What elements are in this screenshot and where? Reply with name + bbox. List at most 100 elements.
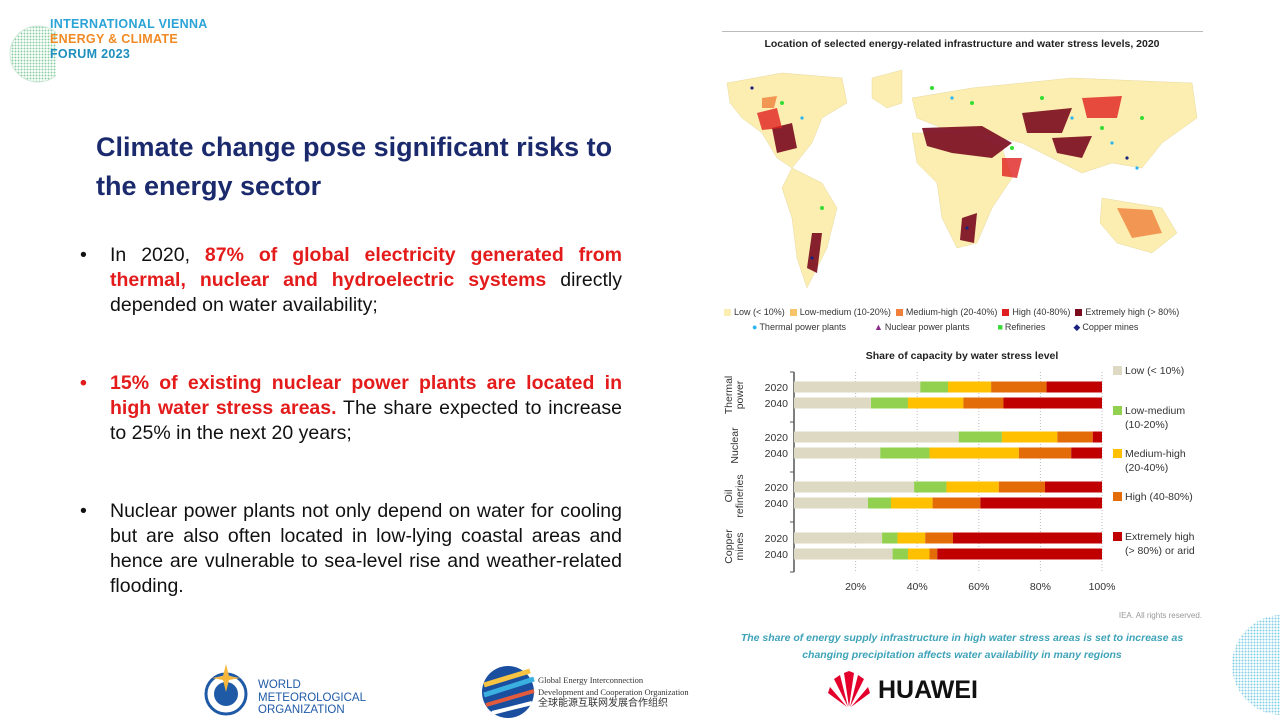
legend-label: Medium-high (20-40%) xyxy=(905,307,998,317)
bar-segment xyxy=(1003,397,1102,409)
wmo-name: WORLD METEOROLOGICAL ORGANIZATION xyxy=(258,679,366,717)
bar-segment xyxy=(914,481,947,493)
legend-label: Low (< 10%) xyxy=(734,307,785,317)
legend-label: Refineries xyxy=(1004,322,1046,332)
bar-segment xyxy=(891,497,933,509)
legend-label: Low-medium (10-20%) xyxy=(1125,405,1186,431)
bar-segment xyxy=(963,397,1004,409)
marker-symbol-icon: ● xyxy=(752,322,758,332)
map-title: Location of selected energy-related infr… xyxy=(764,38,1160,50)
stress-legend-item: Low-medium (10-20%) xyxy=(789,307,891,317)
chart-legend-item: Low (< 10%) xyxy=(1113,364,1184,378)
marker-legend-item: ▲ Nuclear power plants xyxy=(874,322,969,332)
divider xyxy=(722,31,1203,32)
chart-legend-item: Medium-high (20-40%) xyxy=(1113,447,1186,475)
bullet-highlight: 15% of existing nuclear power plants are… xyxy=(110,372,622,419)
legend-label: High (40-80%) xyxy=(1125,491,1193,503)
x-tick-label: 60% xyxy=(968,581,989,593)
bar-segment xyxy=(1001,431,1058,443)
bullet-text: directly depended on water availability; xyxy=(110,269,622,316)
year-label: 2040 xyxy=(765,549,789,561)
legend-label: Low-medium (10-20%) xyxy=(799,307,891,317)
stress-legend-item: Extremely high (> 80%) xyxy=(1075,307,1179,317)
legend-label: Copper mines xyxy=(1082,322,1139,332)
bar-segment xyxy=(946,481,999,493)
water-stress-world-map xyxy=(726,69,1198,289)
legend-label: Thermal power plants xyxy=(759,322,846,332)
bar-segment xyxy=(1046,381,1102,393)
bar-segment xyxy=(882,532,898,544)
dotted-globe-decoration-icon xyxy=(1232,615,1280,715)
year-label: 2040 xyxy=(765,398,789,410)
bar-segment xyxy=(794,548,893,560)
x-tick-label: 40% xyxy=(907,581,928,593)
group-label: Coppermines xyxy=(723,529,746,564)
stacked-bar-chart: 20% 40% 60% 80% 100% 2020 2040 2020 2040 2020 2040… xyxy=(723,371,1116,593)
geidco-logo-icon xyxy=(482,666,535,718)
stress-legend: Low (< 10%) Low-medium (10-20%) Medium-hig… xyxy=(724,307,1184,317)
group-label: Thermalpower xyxy=(723,376,746,415)
legend-swatch xyxy=(1113,449,1122,458)
bar-segment xyxy=(925,532,953,544)
bar-segment xyxy=(929,548,938,560)
marker-legend-item: ● Thermal power plants xyxy=(752,322,846,332)
legend-label: Extremely high (> 80%) or arid xyxy=(1125,531,1195,557)
bar-segment xyxy=(1057,431,1093,443)
bar-segment xyxy=(794,497,868,509)
logo-line-2: ENERGY & CLIMATE xyxy=(50,32,178,46)
bar-segment xyxy=(1092,431,1102,443)
huawei-flower-icon xyxy=(828,671,870,707)
bar-segment xyxy=(1071,447,1102,459)
figure-caption: The share of energy supply infrastructur… xyxy=(722,630,1202,664)
group-label: Oilrefineries xyxy=(723,474,746,517)
logo-line-3: FORUM 2023 xyxy=(50,47,131,61)
legend-label: High (40-80%) xyxy=(1012,307,1071,317)
slide-title: Climate change pose significant risks to… xyxy=(96,132,613,201)
year-label: 2040 xyxy=(765,448,789,460)
bar-segment xyxy=(794,447,881,459)
year-label: 2040 xyxy=(765,498,789,510)
year-label: 2020 xyxy=(765,382,789,394)
legend-swatch xyxy=(1075,309,1083,316)
forum-logo-text: INTERNATIONAL VIENNA ENERGY & CLIMATE FO… xyxy=(50,17,208,62)
stress-legend-item: Medium-high (20-40%) xyxy=(895,307,998,317)
stress-legend-item: Low (< 10%) xyxy=(724,307,785,317)
bar-segment xyxy=(920,381,948,393)
legend-swatch xyxy=(1113,532,1122,541)
legend-swatch xyxy=(789,309,797,316)
marker-legend: ● Thermal power plants ▲ Nuclear power plan… xyxy=(752,322,1166,333)
legend-label: Medium-high (20-40%) xyxy=(1125,448,1186,474)
bar-segment xyxy=(929,447,1019,459)
stress-legend-item: High (40-80%) xyxy=(1002,307,1070,317)
legend-swatch xyxy=(1002,309,1010,316)
bullet-1: • In 2020, 87% of global electricity gene… xyxy=(80,244,622,316)
wmo-line: ORGANIZATION xyxy=(258,704,345,716)
bar-segment xyxy=(932,497,981,509)
geidco-line: Global Energy Interconnection xyxy=(538,675,644,685)
bar-segment xyxy=(897,532,926,544)
forum-globe-logo-icon xyxy=(9,25,56,83)
year-label: 2020 xyxy=(765,533,789,545)
bullet-3: • Nuclear power plants not only depend on… xyxy=(80,500,622,597)
wmo-line: METEOROLOGICAL xyxy=(258,691,366,704)
x-tick-label: 100% xyxy=(1089,581,1116,593)
caption-line-1: The share of energy supply infrastructur… xyxy=(740,632,1184,644)
marker-legend-item: ■ Refineries xyxy=(997,322,1045,332)
geidco-line: Development and Cooperation Organization xyxy=(538,687,689,697)
bar-segment xyxy=(948,381,992,393)
bar-segment xyxy=(1045,481,1102,493)
bar-segment xyxy=(794,381,921,393)
bullet-text: In 2020, xyxy=(110,244,205,266)
marker-symbol-icon: ◆ xyxy=(1073,322,1081,332)
legend-swatch xyxy=(1113,406,1122,415)
bar-segment xyxy=(794,532,883,544)
legend-swatch xyxy=(1113,492,1122,501)
bar-segment xyxy=(998,481,1046,493)
bar-segment xyxy=(880,447,930,459)
bullet-highlight: 87% of global electricity generated from… xyxy=(110,244,622,291)
bar-segment xyxy=(871,397,908,409)
bar-segment xyxy=(867,497,892,509)
geidco-name: Global Energy Interconnection Development… xyxy=(538,674,689,710)
year-label: 2020 xyxy=(765,482,789,494)
chart-legend-item: High (40-80%) xyxy=(1113,490,1193,504)
